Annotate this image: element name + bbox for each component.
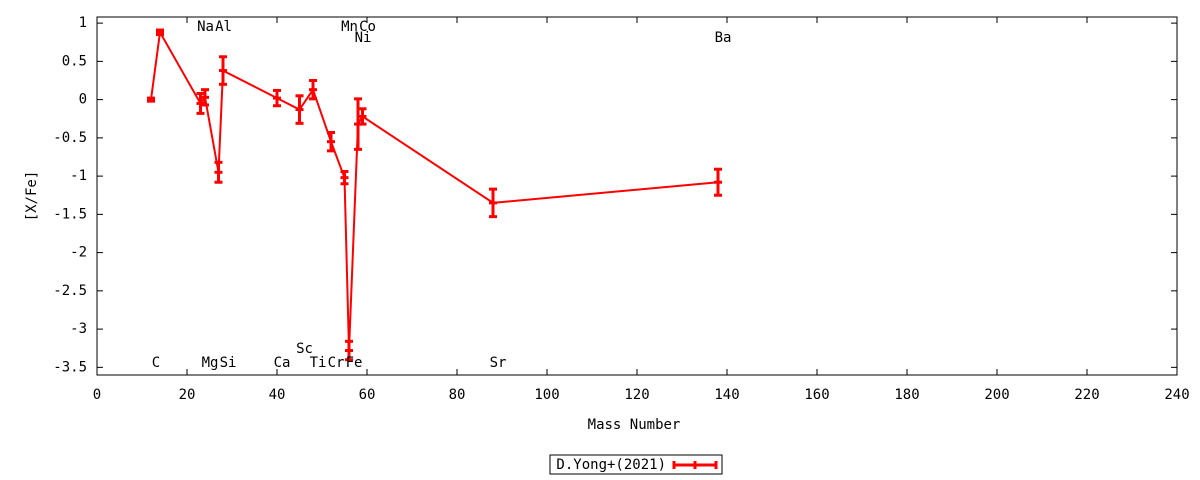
element-label: Si — [220, 355, 237, 371]
x-axis-label: Mass Number — [588, 417, 681, 433]
x-tick-label: 160 — [804, 387, 829, 403]
element-label: Cr — [328, 355, 345, 371]
y-tick-label: -1.5 — [53, 206, 87, 222]
x-tick-label: 200 — [984, 387, 1009, 403]
y-tick-label: 0 — [79, 92, 87, 108]
x-tick-label: 180 — [894, 387, 919, 403]
element-label: Ba — [715, 30, 732, 46]
element-label: Na — [197, 19, 214, 35]
element-label: Ti — [310, 355, 327, 371]
y-tick-label: -0.5 — [53, 130, 87, 146]
x-tick-label: 120 — [624, 387, 649, 403]
y-tick-label: 0.5 — [62, 53, 87, 69]
x-tick-label: 40 — [269, 387, 286, 403]
element-label: Sc — [296, 341, 313, 357]
legend-label: D.Yong+(2021) — [556, 457, 666, 473]
y-tick-label: 1 — [79, 15, 87, 31]
x-tick-label: 60 — [359, 387, 376, 403]
element-label: Ca — [274, 355, 291, 371]
element-label: Co — [359, 19, 376, 35]
x-tick-label: 240 — [1164, 387, 1189, 403]
x-tick-label: 0 — [93, 387, 101, 403]
data-line — [150, 29, 719, 351]
y-tick-label: -3.5 — [53, 359, 87, 375]
y-tick-label: -2 — [70, 245, 87, 261]
element-label: Fe — [346, 355, 363, 371]
element-label: Al — [215, 19, 232, 35]
x-tick-label: 80 — [449, 387, 466, 403]
element-label: Sr — [490, 355, 507, 371]
x-tick-label: 20 — [179, 387, 196, 403]
y-tick-label: -1 — [70, 168, 87, 184]
plot-frame — [96, 16, 1178, 376]
element-label: Mg — [202, 355, 219, 371]
y-tick-label: -3 — [70, 321, 87, 337]
x-tick-label: 140 — [714, 387, 739, 403]
x-tick-label: 220 — [1074, 387, 1099, 403]
y-axis-label: [X/Fe] — [24, 171, 40, 222]
element-label: Mn — [341, 19, 358, 35]
y-tick-label: -2.5 — [53, 283, 87, 299]
element-label: Ni — [355, 30, 372, 46]
x-tick-label: 100 — [534, 387, 559, 403]
legend-box — [549, 454, 723, 475]
element-label: C — [152, 355, 160, 371]
